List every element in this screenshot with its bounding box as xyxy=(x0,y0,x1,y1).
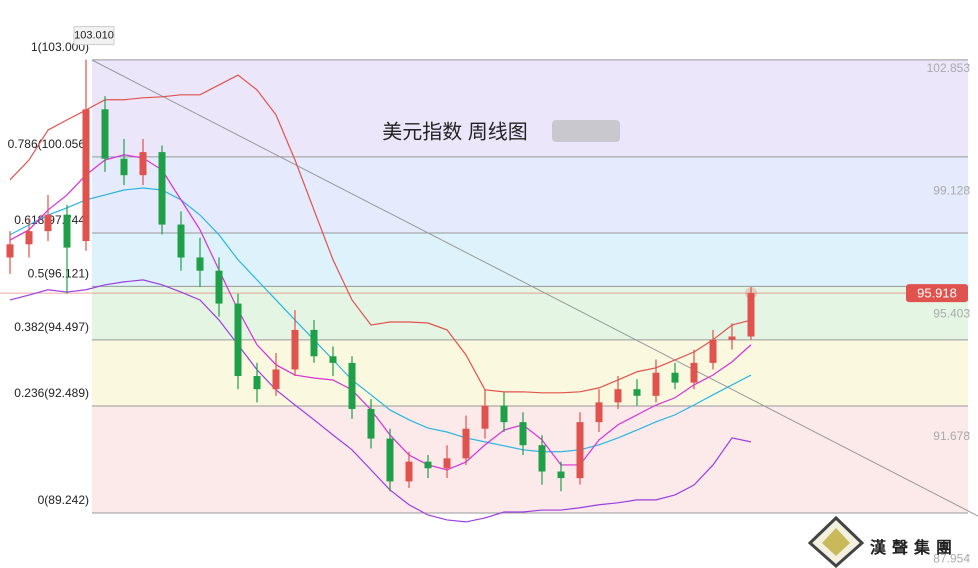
fib-label: 0.382(94.497) xyxy=(14,320,89,334)
candle-body xyxy=(367,408,375,439)
candle-body xyxy=(614,389,622,403)
y-tick-label: 95.403 xyxy=(933,306,970,320)
candle-body xyxy=(82,109,90,242)
candle-body xyxy=(538,445,546,472)
candle-body xyxy=(633,389,641,396)
candle-body xyxy=(6,244,14,258)
candle-body xyxy=(576,422,584,479)
candle-body xyxy=(177,224,185,258)
high-label: 103.010 xyxy=(74,30,114,42)
fib-label: 0(89.242) xyxy=(38,493,89,507)
candle-body xyxy=(329,356,337,363)
trend-line xyxy=(91,59,978,517)
candle-body xyxy=(120,158,128,176)
indicator-line xyxy=(9,154,752,471)
candle-body xyxy=(253,376,261,390)
candle-body xyxy=(291,329,299,370)
candle-body xyxy=(595,402,603,423)
brand-name: 漢聲集團 xyxy=(870,538,958,557)
candle-body xyxy=(234,303,242,377)
candle-body xyxy=(101,109,109,159)
fib-label: 0.618(97.744) xyxy=(14,213,89,227)
candle-body xyxy=(405,461,413,482)
candle-body xyxy=(500,405,508,423)
indicator-line xyxy=(9,279,752,523)
y-tick-label: 87.954 xyxy=(933,552,970,566)
candle-body xyxy=(139,152,147,176)
chart-title: 美元指数 周线图 xyxy=(382,120,528,143)
candle-body xyxy=(158,152,166,225)
indicator-line xyxy=(9,187,752,453)
candle-body xyxy=(481,405,489,429)
candle-body xyxy=(709,339,717,363)
candle-body xyxy=(747,293,755,337)
last-price-tag xyxy=(906,284,968,303)
candle-body xyxy=(424,461,432,469)
high-label-box xyxy=(73,26,115,46)
indicator-line xyxy=(9,74,752,394)
candle-body xyxy=(272,369,280,390)
candle-body xyxy=(462,428,470,459)
fib-label: 0.5(96.121) xyxy=(28,267,89,281)
brand-logo xyxy=(807,515,865,568)
fib-band xyxy=(92,286,968,340)
candle-body xyxy=(519,422,527,446)
fib-label: 0.236(92.489) xyxy=(14,386,89,400)
fib-band xyxy=(92,156,968,233)
candle-body xyxy=(557,471,565,479)
candle-body xyxy=(386,438,394,482)
y-tick-label: 91.678 xyxy=(933,429,970,443)
candle-body xyxy=(671,372,679,383)
candle-body xyxy=(215,270,223,304)
candle-body xyxy=(348,362,356,409)
candle-body xyxy=(310,329,318,357)
candle-body xyxy=(63,214,71,248)
last-price-label: 95.918 xyxy=(917,286,957,301)
candle-body xyxy=(25,231,33,245)
y-tick-label: 102.853 xyxy=(927,61,971,75)
fib-band xyxy=(92,339,968,407)
fib-label: 0.786(100.056) xyxy=(8,137,89,151)
candle-body xyxy=(728,336,736,340)
blurred-box xyxy=(552,120,620,142)
candle-body xyxy=(44,214,52,232)
candle-body xyxy=(690,362,698,383)
fib-band xyxy=(92,59,968,157)
candle-body xyxy=(443,458,451,469)
y-tick-label: 99.128 xyxy=(933,184,970,198)
fib-band xyxy=(92,406,968,513)
candle-body xyxy=(652,372,660,396)
last-price-glow xyxy=(745,287,757,300)
candle-body xyxy=(196,257,204,271)
